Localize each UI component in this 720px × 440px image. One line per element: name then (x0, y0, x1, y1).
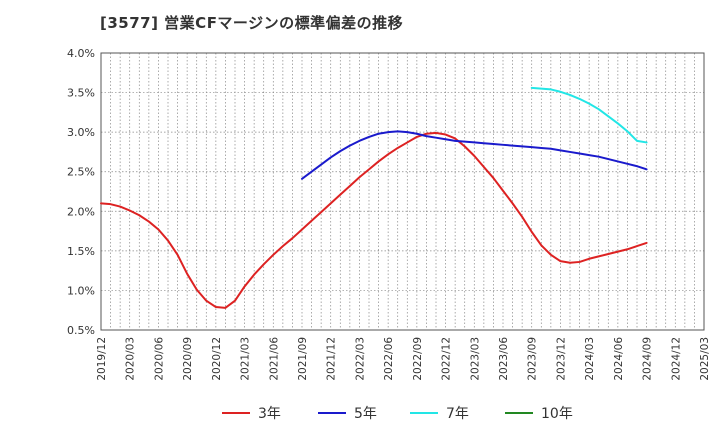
x-tick-label: 2020/06 (153, 337, 165, 381)
x-tick-label: 2024/06 (613, 337, 625, 381)
x-tick-label: 2020/03 (125, 337, 137, 381)
x-tick-label: 2019/12 (96, 337, 108, 381)
x-tick-label: 2022/06 (383, 337, 395, 381)
x-tick-label: 2024/03 (584, 337, 596, 381)
x-tick-label: 2024/09 (642, 337, 654, 381)
x-tick-label: 2021/12 (326, 337, 338, 381)
x-tick-label: 2022/09 (412, 337, 424, 381)
chart-title: [3577] 営業CFマージンの標準偏差の推移 (100, 14, 404, 32)
y-tick-label: 1.5% (67, 245, 95, 258)
y-tick-label: 3.0% (67, 126, 95, 139)
x-tick-label: 2024/12 (670, 337, 682, 381)
x-tick-label: 2023/12 (555, 337, 567, 381)
legend-label-10年: 10年 (541, 406, 573, 422)
x-tick-label: 2023/03 (469, 337, 481, 381)
series-line-7年 (530, 86, 648, 144)
plot-border (100, 52, 705, 331)
x-tick-label: 2021/09 (297, 337, 309, 381)
x-tick-label: 2023/09 (527, 337, 539, 381)
y-tick-label: 3.5% (67, 87, 95, 100)
y-tick-label: 1.0% (67, 284, 95, 297)
x-tick-label: 2020/12 (211, 337, 223, 381)
y-tick-label: 2.5% (67, 166, 95, 179)
x-tick-label: 2023/06 (498, 337, 510, 381)
series-line-3年 (100, 131, 648, 309)
y-tick-label: 0.5% (67, 324, 95, 337)
plot-area (101, 53, 704, 330)
legend-label-7年: 7年 (446, 406, 469, 422)
x-tick-label: 2022/12 (441, 337, 453, 381)
legend-label-3年: 3年 (258, 406, 281, 422)
y-tick-label: 4.0% (67, 47, 95, 60)
x-tick-label: 2022/03 (354, 337, 366, 381)
y-tick-label: 2.0% (67, 205, 95, 218)
x-tick-label: 2021/06 (268, 337, 280, 381)
x-tick-label: 2020/09 (182, 337, 194, 381)
series-line-5年 (301, 130, 648, 180)
x-tick-label: 2021/03 (240, 337, 252, 381)
x-tick-label: 2025/03 (699, 337, 711, 381)
legend-label-5年: 5年 (354, 406, 377, 422)
